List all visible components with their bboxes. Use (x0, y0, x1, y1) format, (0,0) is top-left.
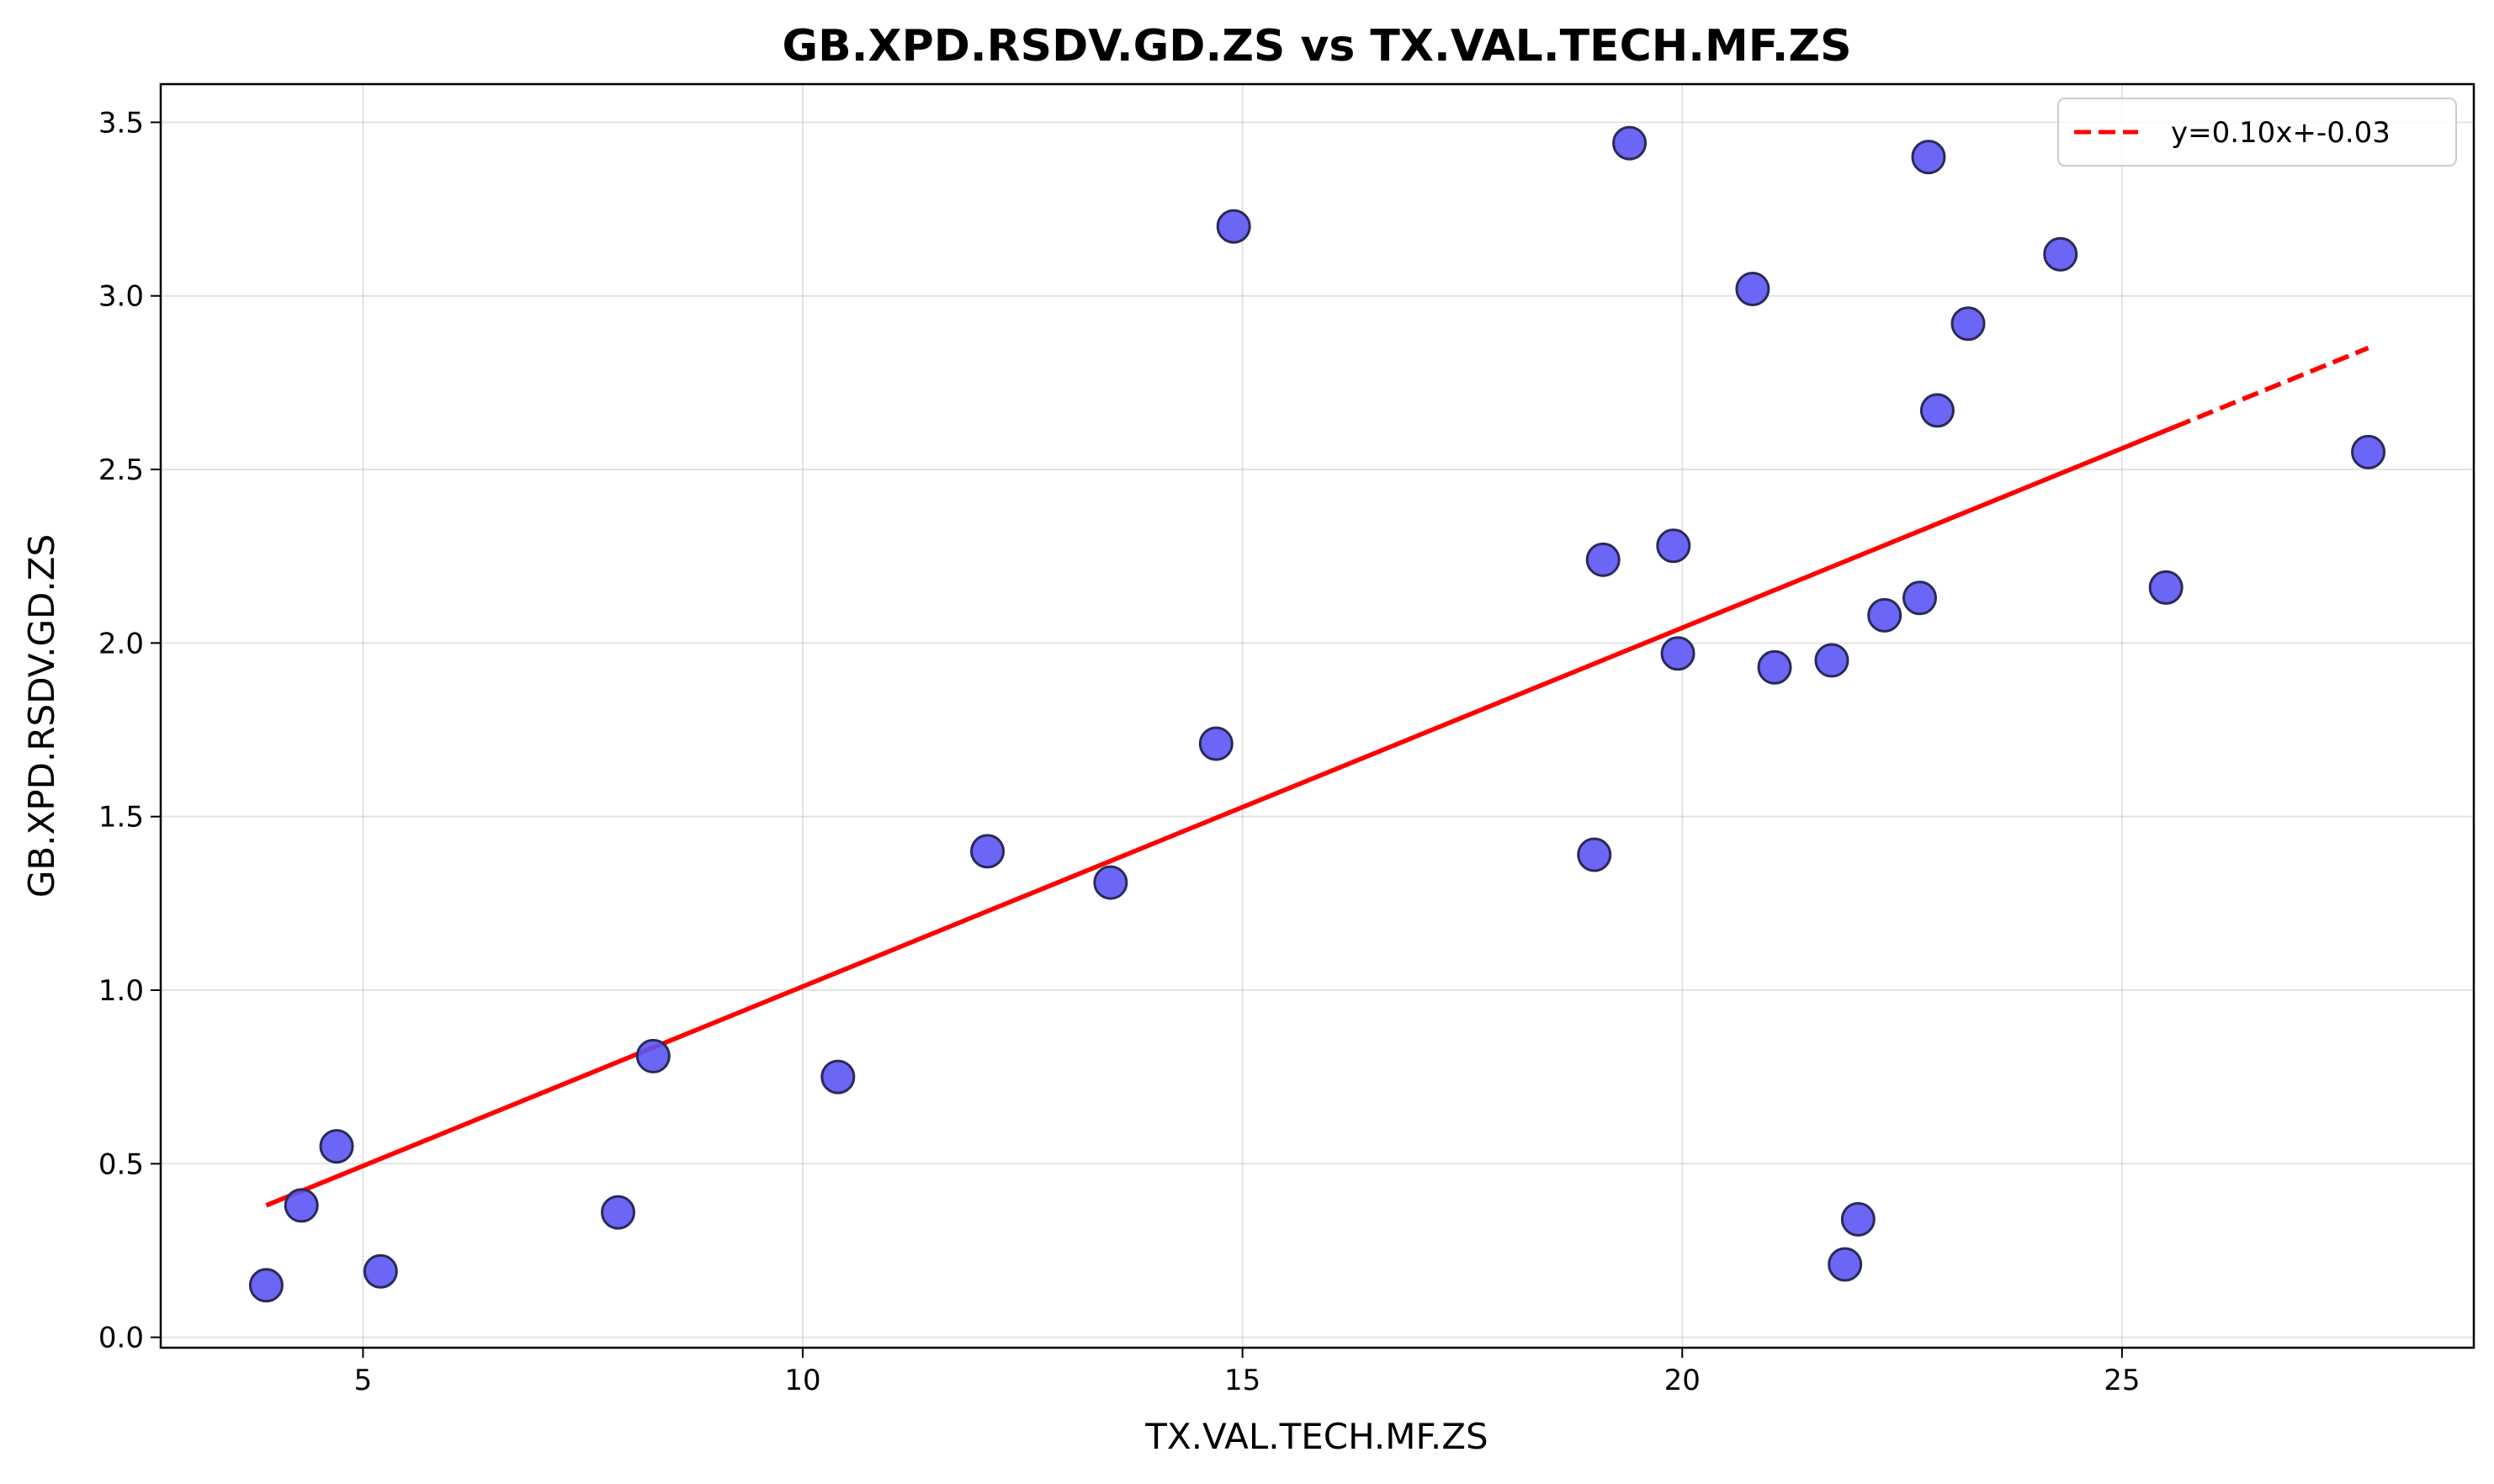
scatter-point (248, 1268, 284, 1303)
scatter-point (1840, 1201, 1876, 1237)
scatter-point (1660, 636, 1695, 671)
chart-title: GB.XPD.RSDV.GD.ZS vs TX.VAL.TECH.MF.ZS (782, 21, 1851, 72)
scatter-point (1867, 597, 1902, 633)
scatter-point (319, 1129, 354, 1164)
scatter-point (1814, 643, 1849, 678)
scatter-point (363, 1253, 398, 1289)
y-tick-label: 0.0 (98, 1322, 144, 1355)
scatter-point (820, 1059, 856, 1094)
y-tick-label: 3.0 (98, 280, 144, 314)
scatter-point (1902, 580, 1937, 616)
scatter-point (1828, 1247, 1863, 1282)
scatter-point (601, 1195, 636, 1230)
y-axis-label: GB.XPD.RSDV.GD.ZS (21, 534, 62, 898)
y-tick-label: 1.0 (98, 974, 144, 1008)
x-axis-label: TX.VAL.TECH.MF.ZS (1144, 1416, 1488, 1457)
grid (161, 84, 2474, 1348)
x-tick-label: 15 (1224, 1364, 1260, 1397)
legend-box (2057, 98, 2457, 167)
y-tick-label: 2.0 (98, 627, 144, 660)
scatter-point (284, 1188, 319, 1223)
fit-line-solid (265, 424, 2176, 1208)
scatter-point (970, 834, 1006, 869)
scatter-point (1950, 306, 1986, 342)
scatter-point (1911, 140, 1946, 175)
scatter-point (1198, 726, 1234, 761)
scatter-point (1757, 649, 1792, 685)
scatter-point (1577, 837, 1612, 872)
scatter-point (1093, 865, 1128, 900)
y-tick-label: 1.5 (98, 801, 144, 835)
scatter-point (2351, 434, 2386, 469)
scatter-point (1612, 125, 1648, 161)
y-tick-label: 0.5 (98, 1147, 144, 1181)
scatter-point (635, 1038, 671, 1073)
legend: y=0.10x+-0.03 (2057, 98, 2457, 167)
x-tick-label: 5 (354, 1364, 373, 1397)
scatter-point (1216, 209, 1251, 244)
scatter-point (1919, 393, 1955, 428)
plot-area (161, 84, 2474, 1348)
scatter-point (1656, 528, 1691, 564)
x-tick-label: 20 (1664, 1364, 1701, 1397)
fit-line-group (265, 346, 2369, 1208)
y-tick-label: 2.5 (98, 453, 144, 487)
y-tick-label: 3.5 (98, 106, 144, 140)
x-tick-label: 10 (784, 1364, 820, 1397)
scatter-point (2043, 236, 2078, 272)
scatter-point (1585, 542, 1621, 577)
points-group (248, 125, 2386, 1303)
x-tick-label: 25 (2104, 1364, 2140, 1397)
scatter-point (2148, 570, 2184, 605)
fit-line-dashed (2173, 346, 2369, 429)
plot-frame (159, 82, 2475, 1349)
ticks: 5 10 15 20 25 0.0 0.5 1.0 1.5 2.0 2.5 3.0 3.5 (98, 106, 2141, 1397)
legend-label: y=0.10x+-0.03 (2171, 116, 2391, 150)
scatter-point (1735, 271, 1770, 306)
